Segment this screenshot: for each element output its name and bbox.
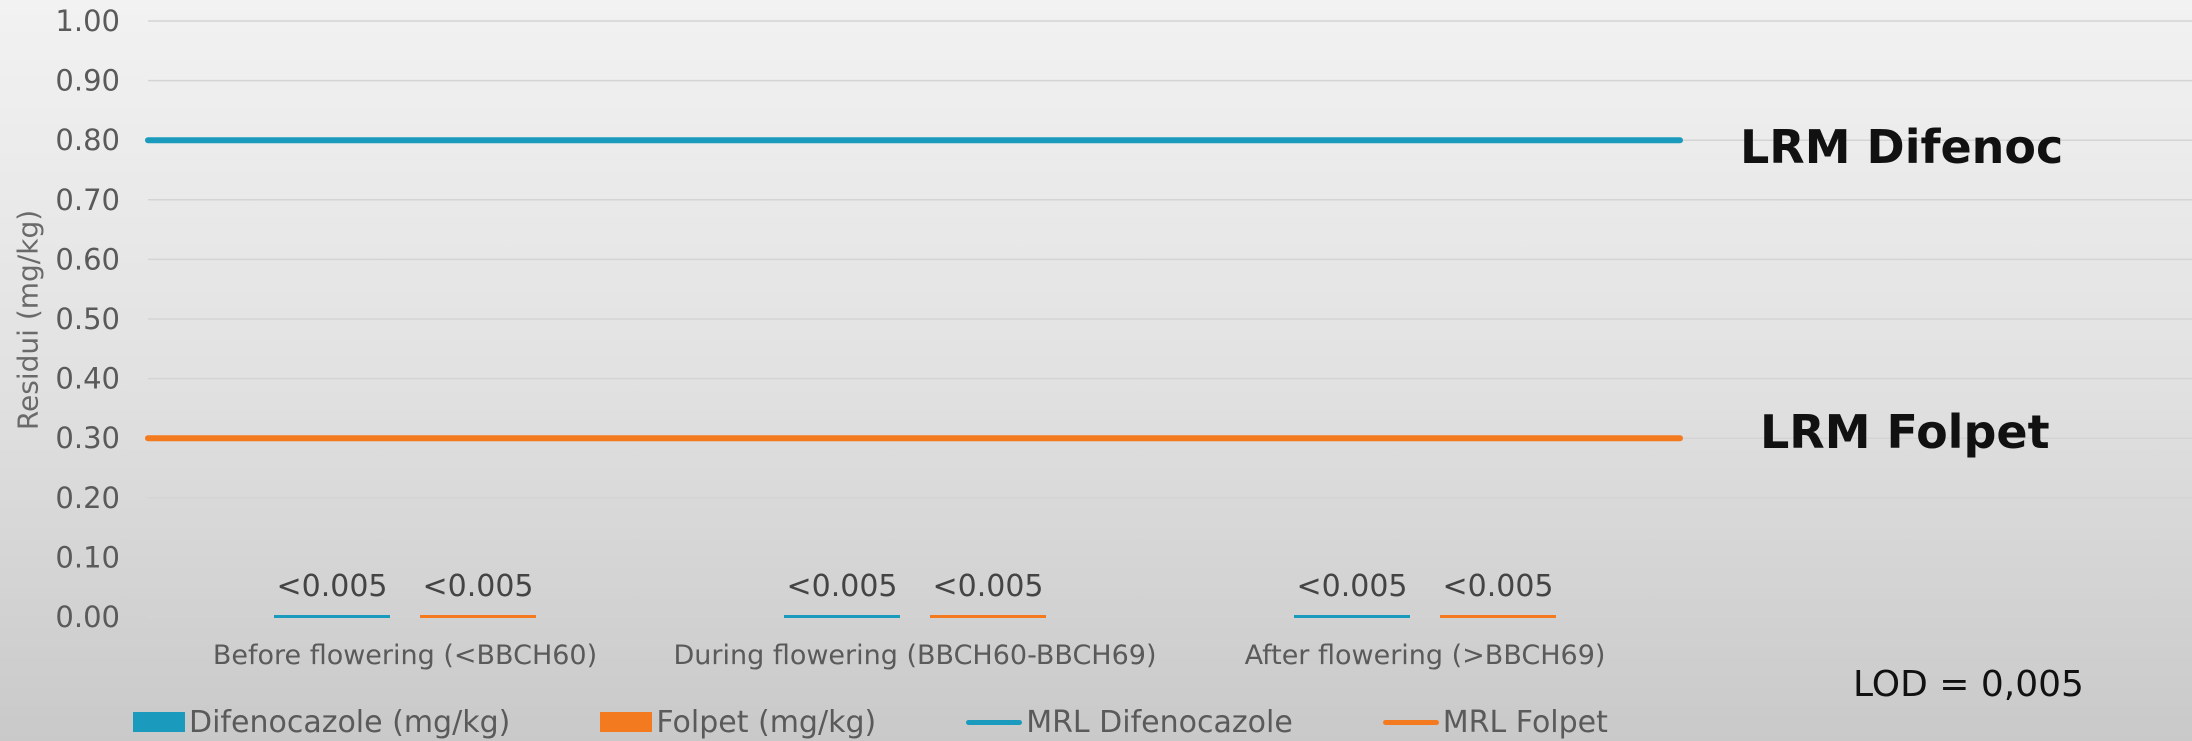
- mrl-difenocazole-label: LRM Difenoc: [1740, 120, 2064, 174]
- y-tick-label: 1.00: [55, 4, 120, 38]
- x-tick-label: Before flowering (<BBCH60): [213, 640, 597, 671]
- y-tick-label: 0.60: [55, 242, 120, 276]
- y-axis-label: Residui (mg/kg): [11, 209, 45, 431]
- legend-item-folpet: Folpet (mg/kg): [600, 705, 876, 740]
- y-tick-label: 0.50: [55, 302, 120, 336]
- y-tick-label: 0.20: [55, 481, 120, 515]
- legend-item-mrl-folpet: MRL Folpet: [1382, 704, 1608, 740]
- bar: [1440, 615, 1556, 618]
- legend-swatch-mrl-folpet: [1382, 719, 1439, 725]
- data-label: <0.005: [1296, 569, 1407, 604]
- lod-note: LOD = 0,005: [1853, 664, 2084, 705]
- legend-label-mrl-difenocazole: MRL Difenocazole: [1026, 704, 1293, 740]
- data-label: <0.005: [276, 569, 387, 604]
- legend-swatch-mrl-difenocazole: [966, 719, 1023, 725]
- legend-swatch-folpet: [600, 712, 653, 732]
- y-tick-label: 0.80: [55, 123, 120, 157]
- bar: [784, 615, 900, 618]
- y-tick-label: 0.00: [55, 600, 120, 634]
- x-tick-label: After flowering (>BBCH69): [1245, 640, 1606, 671]
- bar: [274, 615, 390, 618]
- data-label: <0.005: [1442, 569, 1553, 604]
- bar: [930, 615, 1046, 618]
- legend-item-difenocazole: Difenocazole (mg/kg): [133, 705, 510, 740]
- data-label: <0.005: [422, 569, 533, 604]
- mrl-folpet-label: LRM Folpet: [1760, 405, 2050, 459]
- legend-label-difenocazole: Difenocazole (mg/kg): [189, 704, 511, 740]
- y-tick-label: 0.40: [55, 362, 120, 396]
- y-tick-label: 0.10: [55, 540, 120, 574]
- y-tick-label: 0.90: [55, 64, 120, 98]
- legend: Difenocazole (mg/kg) Folpet (mg/kg) MRL …: [133, 703, 1608, 741]
- legend-label-folpet: Folpet (mg/kg): [656, 704, 877, 740]
- bar: [420, 615, 536, 618]
- data-label: <0.005: [932, 569, 1043, 604]
- x-tick-label: During flowering (BBCH60-BBCH69): [673, 640, 1156, 671]
- legend-item-mrl-difenocazole: MRL Difenocazole: [966, 705, 1293, 740]
- data-label: <0.005: [786, 569, 897, 604]
- y-tick-label: 0.70: [55, 183, 120, 217]
- bar: [1294, 615, 1410, 618]
- y-tick-label: 0.30: [55, 421, 120, 455]
- legend-label-mrl-folpet: MRL Folpet: [1442, 704, 1608, 740]
- legend-swatch-difenocazole: [133, 712, 185, 732]
